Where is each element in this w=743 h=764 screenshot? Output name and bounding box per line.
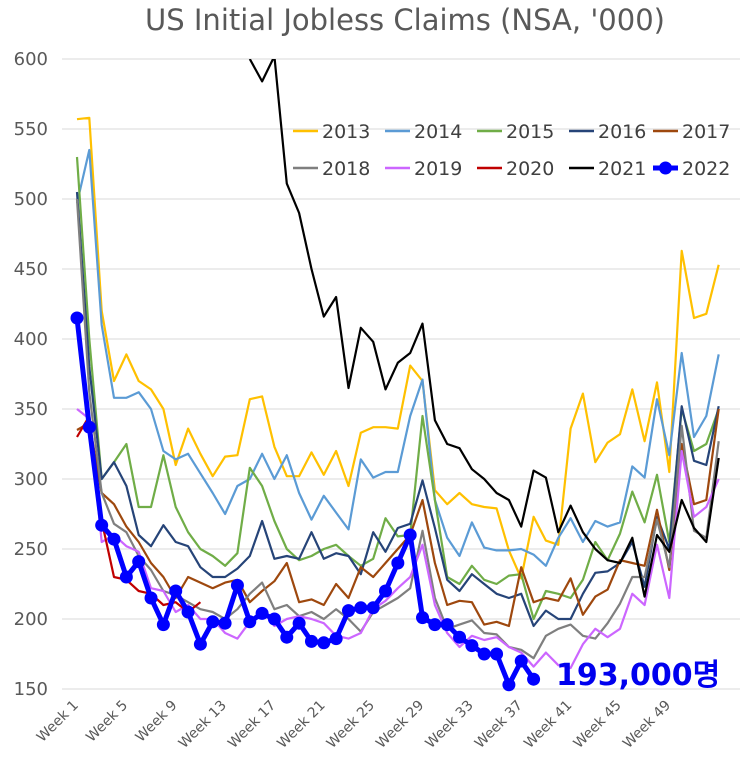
legend-label-2021: 2021 [598,158,646,180]
data-point-2022 [144,591,158,605]
legend-label-2018: 2018 [322,158,370,180]
data-point-2022 [490,647,504,661]
data-point-2022 [477,647,491,661]
data-point-2022 [82,420,96,434]
data-point-2022 [230,578,244,592]
y-tick-label: 250 [14,539,48,560]
x-tick-label: Week 17 [225,698,279,752]
data-point-2022 [453,630,467,644]
data-point-2022 [169,584,183,598]
y-tick-label: 400 [14,329,48,350]
data-point-2022 [354,601,368,615]
y-tick-label: 600 [14,49,48,70]
legend-label-2019: 2019 [414,158,462,180]
legend-label-2014: 2014 [414,121,462,143]
data-point-2022 [341,604,355,618]
data-point-2022 [243,615,257,629]
data-point-2022 [70,311,84,325]
data-point-2022 [379,584,392,598]
data-point-2022 [156,618,170,632]
x-tick-label: Week 33 [423,698,477,752]
data-point-2022 [317,636,331,650]
data-point-2022 [440,618,454,632]
x-tick-label: Week 5 [83,698,131,746]
data-point-2022 [465,639,479,653]
data-point-2022 [514,654,528,668]
x-tick-label: Week 45 [571,698,625,752]
data-point-2022 [280,630,294,644]
data-point-2022 [267,612,281,626]
x-tick-label: Week 25 [324,698,378,752]
y-tick-label: 350 [14,399,48,420]
data-point-2022 [119,570,133,584]
data-point-2022 [255,606,269,620]
legend-label-2020: 2020 [506,158,554,180]
x-tick-label: Week 37 [472,698,526,752]
data-point-2022 [403,528,417,542]
plot-area [70,59,720,692]
series-line-2014 [75,148,720,567]
data-point-2022 [304,634,318,648]
x-tick-label: Week 1 [34,698,82,746]
series-line-2015 [75,156,720,621]
data-point-2022 [428,618,442,632]
legend-label-2017: 2017 [682,121,730,143]
x-tick-label: Week 21 [274,698,328,752]
series-line-2017 [76,408,720,628]
legend-label-2013: 2013 [322,121,370,143]
legend: 2013 2014 2015 2016 2017 2018 2019 2020 2021 2022 [293,121,730,180]
y-tick-label: 450 [14,259,48,280]
data-point-2022 [95,518,109,532]
legend-label-2022: 2022 [682,158,730,180]
series-line-2016 [75,191,720,628]
data-point-2022 [391,556,405,570]
data-point-2022 [107,532,121,546]
legend-label-2015: 2015 [506,121,554,143]
y-tick-label: 200 [14,609,48,630]
y-tick-label: 500 [14,189,48,210]
series-line-2013 [76,116,720,580]
y-tick-label: 300 [14,469,48,490]
series-line-2018 [75,198,720,660]
y-tick-label: 150 [14,679,48,700]
data-point-2022 [527,672,541,686]
claims-annotation: 193,000명 [556,658,720,693]
data-point-2022 [416,611,430,625]
x-tick-label: Week 13 [176,698,230,752]
legend-label-2016: 2016 [598,121,646,143]
data-point-2022 [292,616,306,630]
data-point-2022 [132,555,146,569]
data-point-2022 [193,637,207,651]
data-point-2022 [206,615,220,629]
data-point-2022 [329,632,343,646]
data-point-2022 [502,678,516,692]
legend-marker-2022 [659,161,672,175]
x-tick-label: Week 29 [373,698,427,752]
y-tick-label: 550 [14,119,48,140]
data-point-2022 [218,616,232,630]
chart-title: US Initial Jobless Claims (NSA, '000) [145,3,665,37]
data-point-2022 [366,601,380,615]
data-point-2022 [181,605,195,619]
y-axis-ticks: 150 200 250 300 350 400 450 500 550 600 [14,49,48,700]
x-tick-label: Week 9 [133,698,181,746]
x-tick-label: Week 41 [521,698,575,752]
x-tick-label: Week 49 [620,698,674,752]
series-line-2021 [248,59,720,598]
series-line-2022 [74,317,536,688]
